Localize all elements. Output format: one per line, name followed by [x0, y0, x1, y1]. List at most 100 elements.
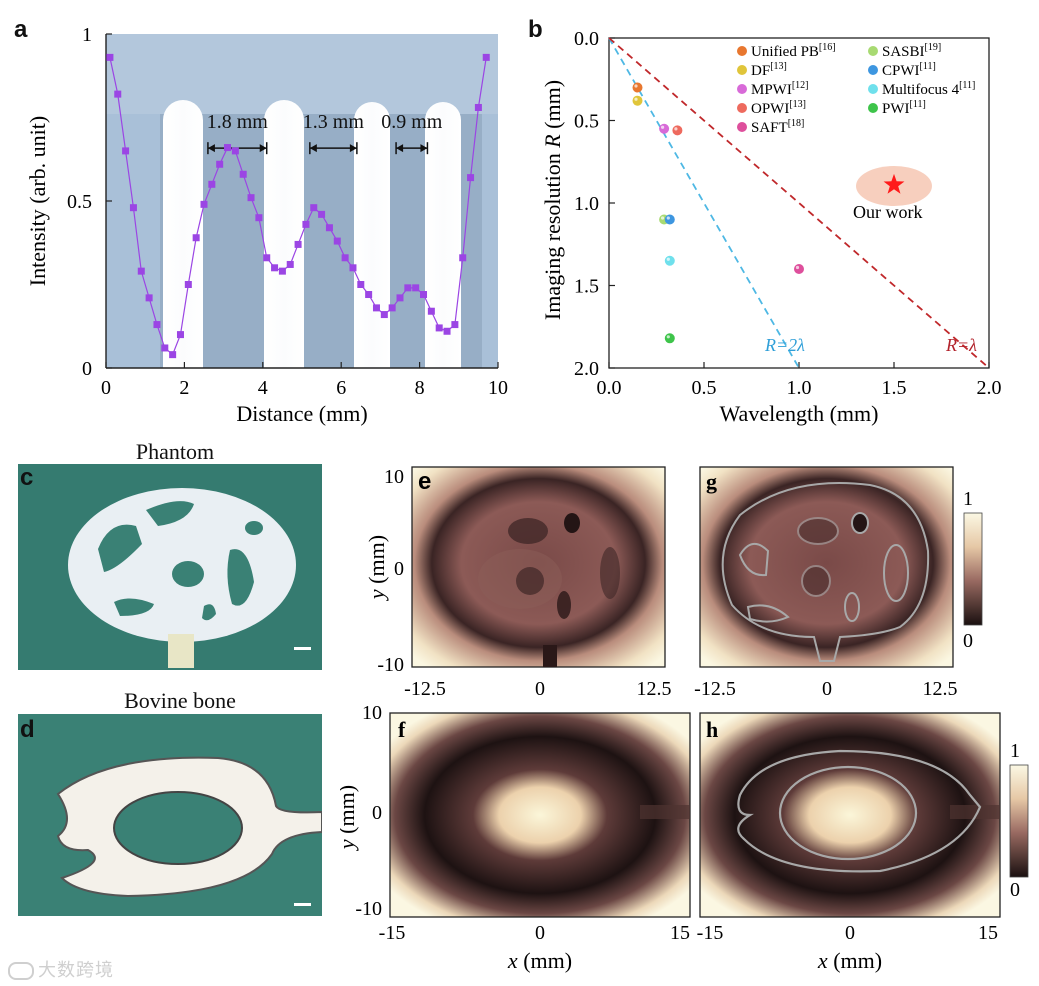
a-data-point	[302, 220, 310, 228]
a-data-point	[286, 260, 294, 268]
map-top-ytick-neg10: -10	[377, 654, 404, 676]
a-data-point	[278, 267, 286, 275]
map-g-xtick-left: -12.5	[694, 678, 736, 700]
a-arrowhead	[420, 144, 428, 153]
a-xtick-label: 6	[336, 377, 346, 399]
a-data-point	[271, 264, 279, 272]
a-data-point	[318, 210, 326, 218]
panel-b-letter: b	[528, 16, 543, 43]
b-data-point	[659, 123, 670, 134]
a-data-point	[145, 294, 153, 302]
a-measure-label: 1.8 mm	[207, 111, 269, 133]
legend-marker	[737, 103, 747, 113]
b-data-point	[672, 125, 683, 136]
a-data-point	[467, 174, 475, 182]
a-data-point	[263, 254, 271, 262]
our-work-star-icon	[883, 173, 905, 194]
a-data-point	[349, 264, 357, 272]
b-data-point-highlight	[661, 125, 665, 129]
map-f-xtick-right: 15	[670, 922, 690, 944]
a-arrowhead	[396, 144, 404, 153]
legend-label: CPWI[11]	[882, 61, 936, 79]
a-data-point	[412, 284, 420, 292]
panel-a-letter: a	[14, 16, 28, 43]
map-bottom-ytick-neg10: -10	[355, 898, 382, 920]
our-work-label: Our work	[853, 202, 923, 222]
a-xtick-label: 10	[488, 377, 508, 399]
phantom-hole-1	[98, 524, 142, 572]
a-data-point	[176, 331, 184, 339]
a-measure-label: 0.9 mm	[381, 111, 443, 133]
b-data-point-highlight	[634, 97, 638, 101]
map-h	[699, 712, 1001, 918]
watermark-logo-icon	[8, 962, 34, 981]
panel-a-chart: 0 2 4 6 8 10 0 0.5 1 1.8 mm 1.3 mm 0.9 mm Distance…	[25, 24, 508, 426]
b-data-point	[664, 255, 675, 266]
b-data-point	[664, 214, 675, 225]
map-top-ytick-0: 0	[394, 558, 404, 580]
a-data-point	[451, 321, 459, 329]
a-data-point	[380, 311, 388, 319]
a-data-point	[153, 321, 161, 329]
colorbar-bottom-min: 0	[1010, 879, 1020, 901]
map-bottom-y-axis-label: y (mm)	[340, 785, 359, 851]
a-ytick-label: 0.5	[67, 191, 92, 213]
map-e	[411, 466, 666, 668]
bovine-scale-bar	[294, 903, 311, 906]
panel-f-letter: f	[398, 717, 406, 742]
a-data-point	[255, 214, 263, 222]
a-data-point	[427, 307, 435, 315]
a-data-point	[435, 324, 443, 332]
a-data-point	[482, 53, 490, 61]
a-measure-label: 1.3 mm	[303, 111, 365, 133]
legend-marker	[868, 46, 878, 56]
colorbar-bottom	[1009, 764, 1029, 878]
map-bottom-ytick-10: 10	[362, 702, 382, 724]
a-data-point	[341, 254, 349, 262]
a-data-point	[184, 281, 192, 288]
a-xtick-label: 4	[258, 377, 268, 399]
a-data-point	[443, 327, 451, 335]
watermark-text: 大数跨境	[38, 960, 114, 980]
legend-marker	[868, 84, 878, 94]
map-f-xtick-left: -15	[379, 922, 406, 944]
a-arrowhead	[309, 144, 317, 153]
map-h-xtick-left: -15	[697, 922, 724, 944]
panel-d-letter: d	[20, 716, 35, 743]
map-f-xtick-mid: 0	[535, 922, 545, 944]
b-xtick-label: 1.0	[787, 377, 812, 399]
phantom-hole-6	[202, 604, 216, 621]
a-data-point	[333, 237, 341, 245]
a-data-point	[474, 103, 482, 111]
panel-b-chart: 0.0 0.5 1.0 1.5 2.00.00.51.01.52.0 Unified P…	[540, 28, 1002, 426]
a-x-axis-label: Distance (mm)	[236, 401, 367, 426]
legend-marker	[737, 122, 747, 132]
a-stripe-3	[354, 102, 390, 368]
a-data-point	[247, 194, 255, 202]
bovine-cavity	[113, 791, 243, 865]
reconstruction-maps: e g f h 1 0 1 0 10 0 -10 -12.5 0 12.5 -1…	[340, 466, 1029, 973]
b-xtick-label: 2.0	[977, 377, 1002, 399]
a-data-point	[420, 291, 428, 299]
legend-label: PWI[11]	[882, 99, 926, 117]
a-xtick-label: 2	[179, 377, 189, 399]
legend-marker	[737, 65, 747, 75]
map-g-xtick-mid: 0	[822, 678, 832, 700]
line-lambda-label: R=λ	[945, 335, 977, 355]
b-ytick-label: 0.0	[574, 28, 599, 50]
a-data-point	[365, 291, 373, 299]
panel-e-letter: e	[418, 468, 431, 495]
legend-label: DF[13]	[751, 61, 787, 79]
a-arrowhead	[207, 144, 215, 153]
b-data-point	[664, 333, 675, 344]
colorbar-top-max: 1	[963, 488, 973, 510]
phantom-hole-5	[227, 549, 254, 606]
a-data-point	[114, 90, 122, 98]
watermark: 大数跨境	[8, 956, 114, 982]
b-y-axis-label: Imaging resolution R (mm)	[540, 80, 565, 320]
panel-h-letter: h	[706, 717, 718, 742]
a-data-point	[161, 344, 169, 352]
a-data-point	[129, 204, 137, 212]
b-xtick-label: 1.5	[882, 377, 907, 399]
b-data-point-highlight	[661, 216, 665, 220]
